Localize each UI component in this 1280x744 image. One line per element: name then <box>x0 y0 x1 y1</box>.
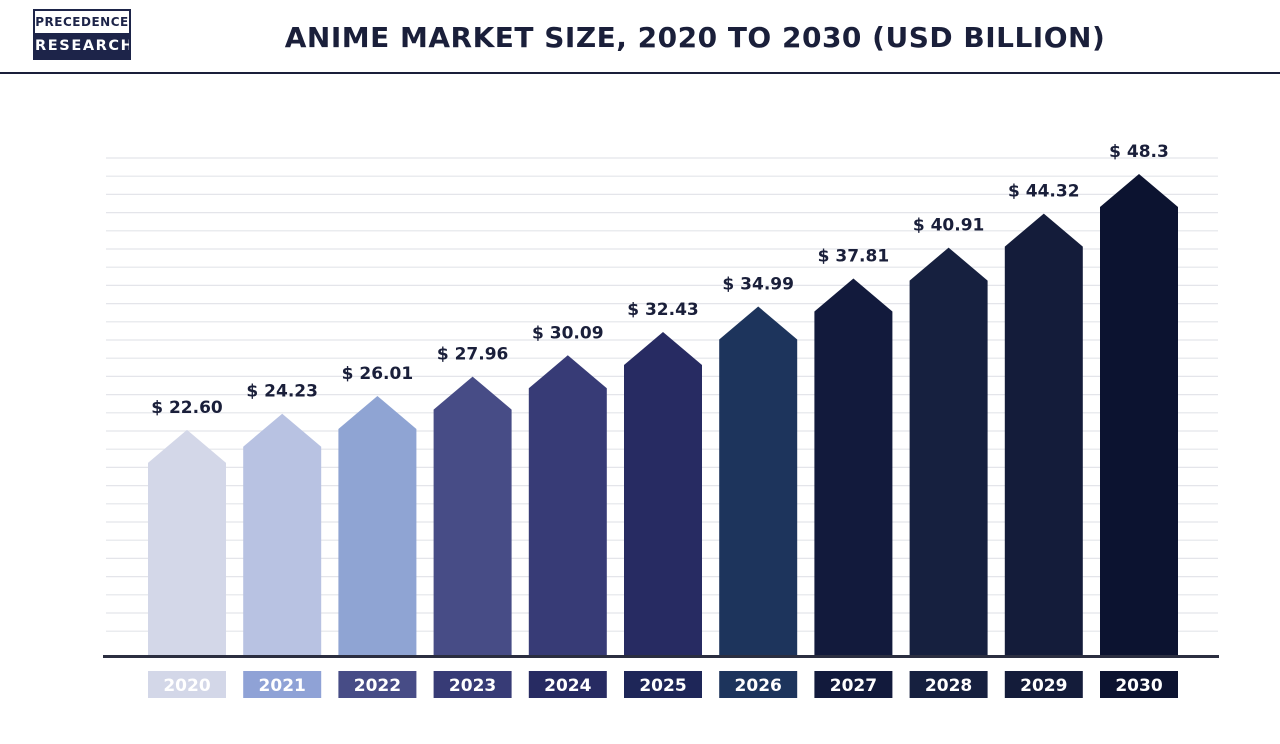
year-box-2023 <box>433 671 512 698</box>
bars: $ 22.60 $ 24.23 $ 26.01 $ 27.96 $ 30.09 $ 32.… <box>148 142 1178 655</box>
year-box-2026 <box>719 671 798 698</box>
value-label-2024: $ 30.09 <box>532 323 604 343</box>
year-label-2023: 2023 <box>449 676 496 696</box>
bar-2030 <box>1100 174 1178 655</box>
logo-line-precedence: PRECEDENCE <box>35 15 129 29</box>
value-label-2023: $ 27.96 <box>437 345 509 365</box>
value-label-2026: $ 34.99 <box>722 275 794 295</box>
year-box-2022 <box>338 671 417 698</box>
year-label-2028: 2028 <box>925 676 972 696</box>
year-label-2029: 2029 <box>1020 676 1067 696</box>
value-label-2028: $ 40.91 <box>913 216 985 236</box>
year-label-2025: 2025 <box>639 676 686 696</box>
year-box-2027 <box>814 671 893 698</box>
value-label-2020: $ 22.60 <box>151 398 223 418</box>
bar-2026 <box>719 306 798 655</box>
year-labels: 2020 2021 2022 2023 2024 2025 2026 2027 2028 2029… <box>148 671 1178 698</box>
year-label-2030: 2030 <box>1115 676 1162 696</box>
value-label-2030: $ 48.3 <box>1109 142 1169 162</box>
year-label-2021: 2021 <box>259 676 306 696</box>
chart-title: ANIME MARKET SIZE, 2020 TO 2030 (USD BIL… <box>284 21 1106 54</box>
year-box-2020 <box>148 671 226 698</box>
year-box-2024 <box>528 671 607 698</box>
year-box-2029 <box>1004 671 1083 698</box>
bar-2024 <box>528 355 607 655</box>
logo-line-research: RESEARCH <box>35 33 129 58</box>
year-box-2025 <box>624 671 702 698</box>
value-label-2029: $ 44.32 <box>1008 182 1080 202</box>
bar-2021 <box>243 413 322 655</box>
bar-2027 <box>814 278 893 655</box>
year-label-2022: 2022 <box>354 676 401 696</box>
year-box-2030 <box>1100 671 1178 698</box>
year-box-2028 <box>909 671 988 698</box>
header-divider <box>0 72 1280 74</box>
bar-2025 <box>624 332 702 655</box>
year-label-2027: 2027 <box>830 676 877 696</box>
precedence-research-logo: PRECEDENCE RESEARCH <box>33 9 131 60</box>
year-box-2021 <box>243 671 322 698</box>
value-label-2025: $ 32.43 <box>627 300 699 320</box>
value-label-2021: $ 24.23 <box>246 382 318 402</box>
value-label-2027: $ 37.81 <box>818 247 890 267</box>
bar-2020 <box>148 429 226 655</box>
bar-2022 <box>338 396 417 655</box>
year-label-2024: 2024 <box>544 676 591 696</box>
year-label-2020: 2020 <box>163 676 210 696</box>
value-label-2022: $ 26.01 <box>342 364 414 384</box>
bar-2023 <box>433 376 512 655</box>
bar-2028 <box>909 247 988 655</box>
year-label-2026: 2026 <box>735 676 782 696</box>
bar-2029 <box>1004 213 1083 655</box>
